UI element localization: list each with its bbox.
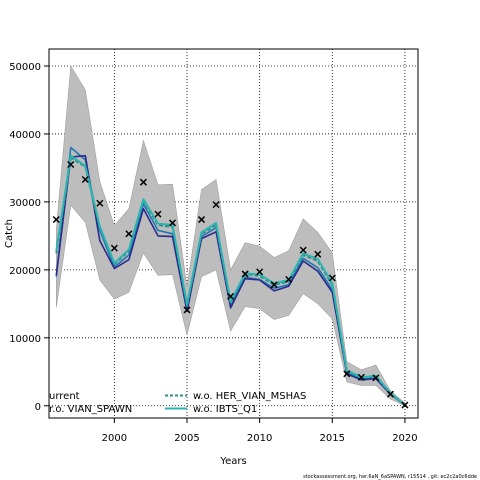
observed-point-stroke <box>270 281 278 289</box>
observed-point-stroke <box>256 268 264 276</box>
footer-note: stockassessment.org, her.6aN_6aSPAWN, r1… <box>303 474 477 480</box>
observed-point-stroke <box>212 201 220 209</box>
observed-point-stroke <box>401 401 409 409</box>
observed-point-stroke <box>386 390 394 398</box>
observed-point-stroke <box>125 230 133 238</box>
y-tick-label: 40000 <box>9 130 41 141</box>
x-axis: 2000 2005 2010 2015 2020 <box>102 418 418 444</box>
observed-point-stroke <box>139 178 147 186</box>
confidence-band-area <box>56 65 406 407</box>
observed-point-stroke <box>314 250 322 258</box>
x-tick-label: 2020 <box>392 433 417 444</box>
observed-point-stroke <box>227 292 235 300</box>
observed-point-stroke <box>343 370 351 378</box>
y-axis: 0 10000 20000 30000 40000 50000 <box>9 62 49 413</box>
observed-point <box>52 216 60 224</box>
observed-point-stroke <box>168 219 177 227</box>
observed-point-stroke <box>299 246 307 254</box>
observed-point <box>314 250 322 258</box>
legend: urrent r.o. VIAN_SPAWN w.o. HER_VIAN_MSHAS… <box>49 391 306 415</box>
observed-point <box>401 401 409 409</box>
observed-point-stroke <box>328 274 336 282</box>
observed-point-stroke <box>183 306 191 314</box>
observed-point-stroke <box>372 374 380 382</box>
legend-label-4: w.o. IBTS_Q1 <box>193 404 257 415</box>
observed-point <box>139 178 147 186</box>
observed-point <box>256 268 264 276</box>
observed-point <box>386 390 394 398</box>
observed-point <box>198 216 206 224</box>
legend-label-2: r.o. VIAN_SPAWN <box>49 404 132 415</box>
x-tick-label: 2010 <box>247 433 272 444</box>
observed-point <box>343 370 351 378</box>
observed-point-stroke <box>67 160 75 169</box>
observed-point <box>270 281 278 289</box>
observed-point <box>81 175 89 184</box>
y-tick-label: 30000 <box>9 198 41 209</box>
observed-point <box>154 210 162 218</box>
observed-point <box>110 244 118 252</box>
y-tick-label: 0 <box>35 402 41 413</box>
observed-points <box>52 160 409 409</box>
observed-point <box>285 275 293 283</box>
observed-point-stroke <box>357 373 365 381</box>
observed-point <box>168 219 177 227</box>
observed-point <box>328 274 336 282</box>
y-tick-label: 20000 <box>9 266 41 277</box>
observed-point-stroke <box>81 175 89 184</box>
x-tick-label: 2000 <box>102 433 127 444</box>
observed-point-stroke <box>285 275 293 283</box>
observed-point-stroke <box>241 270 249 278</box>
x-tick-label: 2005 <box>174 433 199 444</box>
observed-point <box>96 199 104 207</box>
legend-label-3: w.o. HER_VIAN_MSHAS <box>193 391 306 402</box>
observed-point <box>227 292 235 300</box>
y-tick-label: 10000 <box>9 334 41 345</box>
observed-point-stroke <box>154 210 162 218</box>
observed-point-stroke <box>52 216 60 224</box>
observed-point <box>183 306 191 314</box>
x-axis-title: Years <box>219 456 246 467</box>
confidence-band <box>56 65 406 407</box>
x-tick-label: 2015 <box>320 433 345 444</box>
y-tick-label: 50000 <box>9 62 41 73</box>
legend-label-1: urrent <box>49 391 80 402</box>
observed-point <box>67 160 75 169</box>
observed-point <box>357 373 365 381</box>
observed-point <box>212 201 220 209</box>
observed-point <box>125 230 133 238</box>
observed-point-stroke <box>96 199 104 207</box>
observed-point-stroke <box>110 244 118 252</box>
observed-point <box>372 374 380 382</box>
y-axis-title: Catch <box>4 219 15 248</box>
observed-point <box>299 246 307 254</box>
observed-point <box>241 270 249 278</box>
plot-frame <box>48 48 419 419</box>
observed-point-stroke <box>198 216 206 224</box>
series-line-4 <box>55 154 406 406</box>
